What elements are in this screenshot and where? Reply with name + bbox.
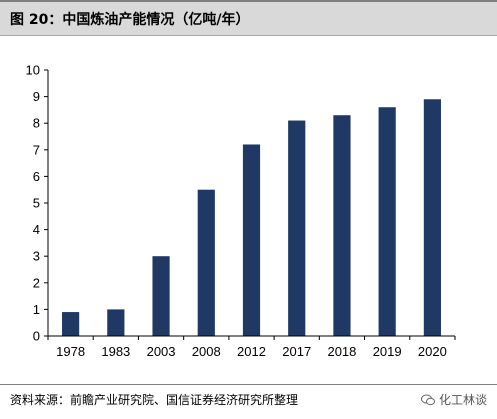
y-axis: 0 1 2 3 4 5 6 7 8 9 10 (26, 63, 49, 344)
bars (62, 99, 441, 337)
y-tick-label: 2 (33, 275, 40, 290)
y-tick-label: 5 (33, 196, 40, 211)
x-tick-label: 2008 (192, 344, 221, 359)
bar-1983 (107, 309, 125, 336)
figure-title-bar: 图 20：中国炼油产能情况（亿吨/年） (0, 0, 497, 36)
x-tick-label: 2017 (282, 344, 311, 359)
y-tick-label: 4 (33, 222, 40, 237)
bar-2020 (423, 99, 441, 336)
x-tick-label: 2019 (373, 344, 402, 359)
figure-title: 图 20：中国炼油产能情况（亿吨/年） (10, 12, 250, 28)
x-tick-label: 1983 (101, 344, 130, 359)
x-tick-label: 1978 (56, 344, 85, 359)
x-tick-label: 2020 (418, 344, 447, 359)
brand-watermark: 化工林谈 (420, 391, 487, 408)
bar-2018 (333, 115, 351, 336)
bar-2003 (152, 256, 170, 336)
bar-2019 (378, 107, 396, 337)
chart-area: 0 1 2 3 4 5 6 7 8 9 10 1978 1983 2003 2008 2012 2017 201… (0, 40, 497, 375)
y-tick-label: 3 (33, 249, 40, 264)
y-tick-label: 6 (33, 169, 40, 184)
source-note: 资料来源：前瞻产业研究院、国信证券经济研究所整理 (10, 393, 299, 407)
y-tick-label: 8 (33, 116, 40, 131)
y-tick-label: 0 (33, 329, 40, 344)
x-tick-label: 2018 (327, 344, 356, 359)
y-tick-label: 1 (33, 302, 40, 317)
bar-2017 (288, 120, 306, 336)
wechat-icon (420, 394, 435, 405)
bar-2012 (242, 144, 261, 336)
x-tick-label: 2003 (147, 344, 176, 359)
y-tick-label: 10 (26, 63, 40, 78)
figure-footer: 资料来源：前瞻产业研究院、国信证券经济研究所整理 化工林谈 (0, 384, 497, 419)
bar-1978 (62, 312, 80, 336)
x-tick-label: 2012 (237, 344, 266, 359)
x-axis: 1978 1983 2003 2008 2012 2017 2018 2019 2020 (47, 335, 456, 359)
brand-name: 化工林谈 (438, 393, 487, 407)
bar-2008 (197, 189, 215, 336)
y-tick-label: 7 (33, 142, 40, 157)
bar-chart: 0 1 2 3 4 5 6 7 8 9 10 1978 1983 2003 2008 2012 2017 201… (26, 63, 456, 359)
y-tick-label: 9 (33, 89, 40, 104)
